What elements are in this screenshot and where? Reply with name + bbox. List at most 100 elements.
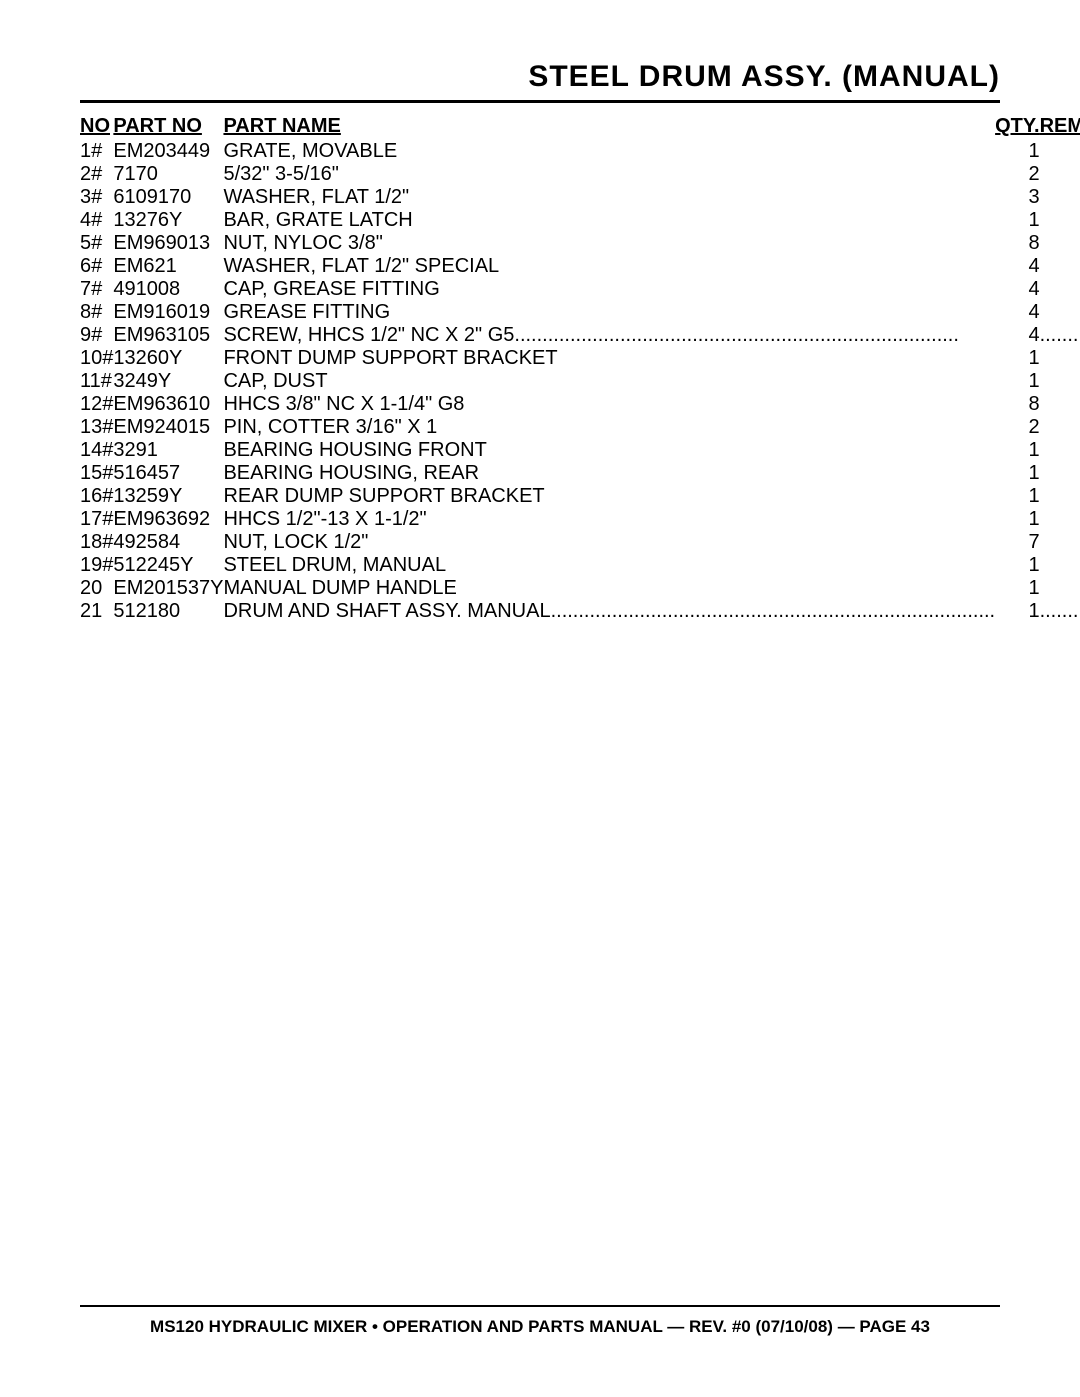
- cell-part-no: EM969013: [113, 232, 223, 255]
- cell-part-name: CAP, GREASE FITTING: [223, 278, 995, 301]
- cell-remarks: [1040, 163, 1080, 186]
- table-row: 21512180DRUM AND SHAFT ASSY. MANUAL ....…: [80, 600, 1080, 623]
- cell-part-no: EM963105: [113, 324, 223, 347]
- cell-no: 10#: [80, 347, 113, 370]
- cell-part-name: GREASE FITTING: [223, 301, 995, 324]
- cell-part-no: 6109170: [113, 186, 223, 209]
- cell-no: 12#: [80, 393, 113, 416]
- cell-part-name: WASHER, FLAT 1/2": [223, 186, 995, 209]
- cell-no: 4#: [80, 209, 113, 232]
- cell-remarks: [1040, 278, 1080, 301]
- page: STEEL DRUM ASSY. (MANUAL) NO PART NO PAR…: [0, 0, 1080, 1397]
- cell-part-no: EM916019: [113, 301, 223, 324]
- cell-qty: 4: [995, 324, 1039, 347]
- cell-remarks: [1040, 416, 1080, 439]
- cell-no: 17#: [80, 508, 113, 531]
- cell-no: 2#: [80, 163, 113, 186]
- cell-remarks: [1040, 301, 1080, 324]
- cell-remarks: [1040, 462, 1080, 485]
- table-row: 6#EM621WASHER, FLAT 1/2" SPECIAL4: [80, 255, 1080, 278]
- cell-qty: 1: [995, 140, 1039, 163]
- cell-part-no: 3291: [113, 439, 223, 462]
- cell-part-name: HHCS 3/8" NC X 1-1/4" G8: [223, 393, 995, 416]
- cell-part-no: 516457: [113, 462, 223, 485]
- cell-part-name: BEARING HOUSING, REAR: [223, 462, 995, 485]
- cell-part-no: 13259Y: [113, 485, 223, 508]
- cell-remarks: [1040, 531, 1080, 554]
- cell-part-name: CAP, DUST: [223, 370, 995, 393]
- cell-no: 9#: [80, 324, 113, 347]
- cell-part-name: BAR, GRATE LATCH: [223, 209, 995, 232]
- header-remarks: REMARKS: [1040, 115, 1080, 140]
- table-row: 16#13259YREAR DUMP SUPPORT BRACKET1: [80, 485, 1080, 508]
- table-row: 3#6109170WASHER, FLAT 1/2"3: [80, 186, 1080, 209]
- cell-remarks: [1040, 554, 1080, 577]
- cell-qty: 4: [995, 301, 1039, 324]
- table-row: 4#13276YBAR, GRATE LATCH1: [80, 209, 1080, 232]
- table-row: 12#EM963610HHCS 3/8" NC X 1-1/4" G88: [80, 393, 1080, 416]
- cell-no: 14#: [80, 439, 113, 462]
- cell-part-no: EM201537Y: [113, 577, 223, 600]
- cell-part-name: REAR DUMP SUPPORT BRACKET: [223, 485, 995, 508]
- cell-remarks: ........... INCLUDES ITEMS W/#: [1040, 600, 1080, 623]
- table-row: 18#492584NUT, LOCK 1/2"7: [80, 531, 1080, 554]
- table-header: NO PART NO PART NAME QTY. REMARKS: [80, 115, 1080, 140]
- cell-qty: 8: [995, 232, 1039, 255]
- cell-qty: 1: [995, 209, 1039, 232]
- cell-part-name: HHCS 1/2"-13 X 1-1/2": [223, 508, 995, 531]
- cell-remarks: [1040, 209, 1080, 232]
- footer-text: MS120 HYDRAULIC MIXER • OPERATION AND PA…: [80, 1317, 1000, 1337]
- cell-part-no: EM963692: [113, 508, 223, 531]
- cell-qty: 1: [995, 439, 1039, 462]
- cell-remarks: ........... REPLACES EM492396: [1040, 324, 1080, 347]
- cell-qty: 1: [995, 485, 1039, 508]
- table-row: 11#3249YCAP, DUST1: [80, 370, 1080, 393]
- cell-remarks: [1040, 485, 1080, 508]
- cell-remarks: [1040, 439, 1080, 462]
- cell-part-no: EM621: [113, 255, 223, 278]
- table-row: 10#13260YFRONT DUMP SUPPORT BRACKET1: [80, 347, 1080, 370]
- cell-part-no: EM963610: [113, 393, 223, 416]
- cell-remarks: [1040, 232, 1080, 255]
- cell-no: 18#: [80, 531, 113, 554]
- cell-remarks: [1040, 347, 1080, 370]
- cell-no: 5#: [80, 232, 113, 255]
- cell-part-no: EM203449: [113, 140, 223, 163]
- cell-part-name: DRUM AND SHAFT ASSY. MANUAL ............…: [223, 600, 995, 623]
- cell-no: 13#: [80, 416, 113, 439]
- table-row: 9#EM963105SCREW, HHCS 1/2" NC X 2" G5 ..…: [80, 324, 1080, 347]
- cell-part-name: BEARING HOUSING FRONT: [223, 439, 995, 462]
- cell-no: 8#: [80, 301, 113, 324]
- cell-part-no: 492584: [113, 531, 223, 554]
- cell-qty: 2: [995, 163, 1039, 186]
- table-row: 14#3291BEARING HOUSING FRONT1: [80, 439, 1080, 462]
- cell-qty: 2: [995, 416, 1039, 439]
- cell-qty: 4: [995, 278, 1039, 301]
- cell-part-name: MANUAL DUMP HANDLE: [223, 577, 995, 600]
- cell-no: 21: [80, 600, 113, 623]
- cell-remarks: [1040, 508, 1080, 531]
- cell-no: 16#: [80, 485, 113, 508]
- cell-part-name: WASHER, FLAT 1/2" SPECIAL: [223, 255, 995, 278]
- table-row: 1#EM203449GRATE, MOVABLE1: [80, 140, 1080, 163]
- cell-qty: 1: [995, 577, 1039, 600]
- header-no: NO: [80, 115, 113, 140]
- cell-qty: 1: [995, 347, 1039, 370]
- cell-qty: 7: [995, 531, 1039, 554]
- cell-no: 3#: [80, 186, 113, 209]
- cell-qty: 1: [995, 600, 1039, 623]
- header-part-name: PART NAME: [223, 115, 995, 140]
- cell-no: 7#: [80, 278, 113, 301]
- cell-no: 20: [80, 577, 113, 600]
- cell-part-no: 13276Y: [113, 209, 223, 232]
- cell-part-name: 5/32" 3-5/16": [223, 163, 995, 186]
- cell-part-name: PIN, COTTER 3/16" X 1: [223, 416, 995, 439]
- cell-part-name: SCREW, HHCS 1/2" NC X 2" G5 ............…: [223, 324, 995, 347]
- cell-part-no: 512180: [113, 600, 223, 623]
- table-row: 20EM201537YMANUAL DUMP HANDLE1: [80, 577, 1080, 600]
- table-row: 17#EM963692HHCS 1/2"-13 X 1-1/2"1: [80, 508, 1080, 531]
- cell-qty: 3: [995, 186, 1039, 209]
- cell-remarks: [1040, 577, 1080, 600]
- cell-remarks: [1040, 140, 1080, 163]
- cell-qty: 1: [995, 508, 1039, 531]
